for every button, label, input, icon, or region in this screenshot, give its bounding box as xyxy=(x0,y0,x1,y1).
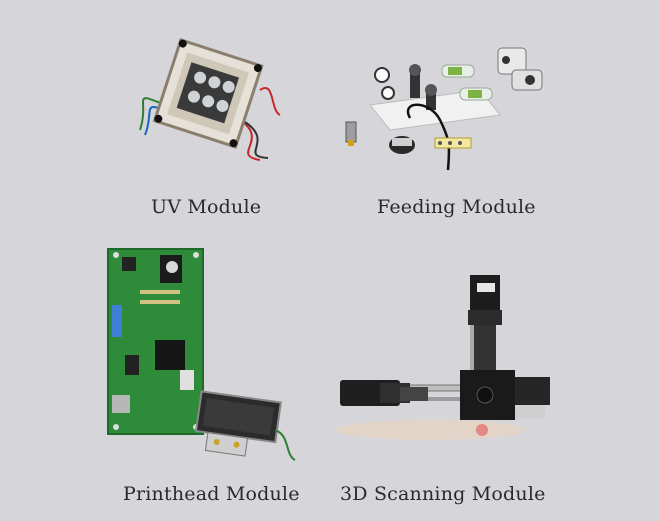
feeding-module-caption: Feeding Module xyxy=(377,196,536,218)
printhead-module-caption: Printhead Module xyxy=(123,483,300,505)
printhead-module-photo xyxy=(100,245,305,470)
3d-scanning-module-photo xyxy=(320,265,565,445)
uv-module-caption: UV Module xyxy=(151,196,262,218)
3d-scanning-module-caption: 3D Scanning Module xyxy=(340,483,546,505)
uv-module-photo xyxy=(120,30,290,165)
feeding-module-photo xyxy=(330,30,560,175)
